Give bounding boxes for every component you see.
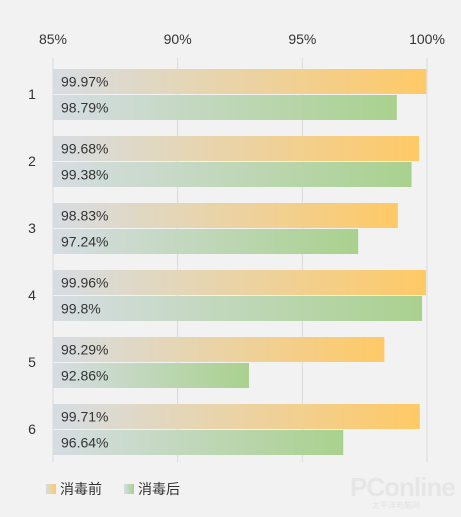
data-label: 99.97% [61,74,108,90]
data-label: 99.96% [61,275,108,291]
bars [53,69,427,455]
category-labels: 1 2 3 4 5 6 [28,86,36,437]
bar [53,69,427,94]
data-label: 92.86% [61,368,108,384]
data-label: 98.83% [61,208,108,224]
data-label: 96.64% [61,435,108,451]
gridlines [52,58,428,462]
category-label: 3 [28,220,36,236]
x-tick-label: 100% [409,31,445,47]
legend-label: 消毒前 [60,481,102,497]
data-label: 99.71% [61,409,108,425]
bar [53,430,344,455]
bar [53,162,412,187]
data-label: 98.79% [61,100,108,116]
x-tick-label: 90% [164,31,192,47]
category-label: 6 [28,421,36,437]
bar [53,203,398,228]
data-label: 99.38% [61,167,108,183]
bar [53,363,249,388]
bar [53,404,420,429]
data-label: 99.8% [61,301,101,317]
data-label: 99.68% [61,141,108,157]
legend-swatch [124,484,134,494]
bar [53,270,427,295]
data-label: 98.29% [61,342,108,358]
watermark-logo: PConline 太平洋电脑网 [350,472,456,510]
bar [53,95,397,120]
category-label: 4 [28,287,36,303]
category-label: 2 [28,153,36,169]
x-tick-label: 85% [39,31,67,47]
legend: 消毒前 消毒后 [46,481,180,497]
data-label: 97.24% [61,234,108,250]
bar [53,296,423,321]
x-axis-ticks: 85% 90% 95% 100% [39,31,445,47]
watermark-text: PConline [350,472,455,502]
bar [53,136,420,161]
bar [53,229,359,254]
watermark-subtext: 太平洋电脑网 [372,500,420,510]
x-tick-label: 95% [288,31,316,47]
data-labels: 99.97% 98.79% 99.68% 99.38% 98.83% 97.24% 99.9… [61,74,108,451]
bar [53,337,385,362]
category-label: 5 [28,354,36,370]
category-label: 1 [28,86,36,102]
legend-swatch [46,484,56,494]
legend-label: 消毒后 [138,481,180,497]
